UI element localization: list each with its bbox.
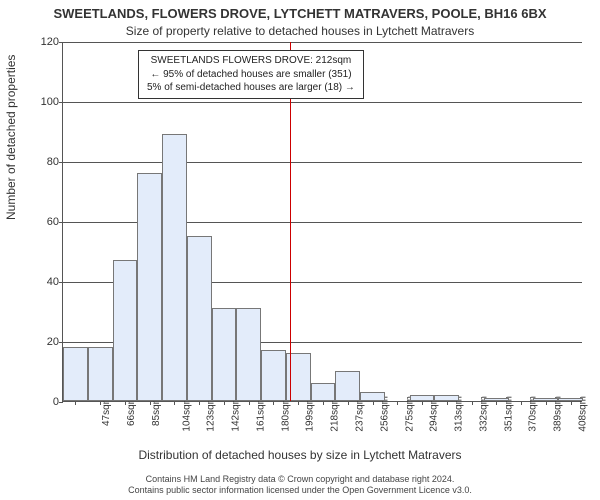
xtick-mark xyxy=(546,401,547,405)
xtick-mark xyxy=(397,401,398,405)
xtick-label: 142sqm xyxy=(231,396,242,432)
histogram-bar xyxy=(311,383,336,401)
xtick-label: 408sqm xyxy=(577,396,588,432)
histogram-bar xyxy=(335,371,360,401)
xtick-mark xyxy=(298,401,299,405)
footer-line1: Contains HM Land Registry data © Crown c… xyxy=(0,474,600,485)
histogram-bar xyxy=(162,134,187,401)
xtick-label: 275sqm xyxy=(404,396,415,432)
xtick-mark xyxy=(150,401,151,405)
histogram-bar xyxy=(212,308,237,401)
annotation-line2: ← 95% of detached houses are smaller (35… xyxy=(147,68,355,82)
ytick-mark xyxy=(59,402,63,403)
xtick-mark xyxy=(447,401,448,405)
ytick-label: 0 xyxy=(33,396,59,408)
xtick-label: 199sqm xyxy=(305,396,316,432)
xtick-label: 161sqm xyxy=(256,396,267,432)
gridline xyxy=(63,102,582,103)
ytick-mark xyxy=(59,162,63,163)
gridline xyxy=(63,42,582,43)
xtick-mark xyxy=(373,401,374,405)
histogram-bar xyxy=(137,173,162,401)
annotation-line3: 5% of semi-detached houses are larger (1… xyxy=(147,81,355,95)
y-axis-label: Number of detached properties xyxy=(4,55,18,220)
histogram-bar xyxy=(113,260,138,401)
xtick-label: 351sqm xyxy=(503,396,514,432)
ytick-mark xyxy=(59,342,63,343)
xtick-label: 123sqm xyxy=(206,396,217,432)
ytick-label: 80 xyxy=(33,156,59,168)
xtick-label: 313sqm xyxy=(454,396,465,432)
xtick-mark xyxy=(125,401,126,405)
xtick-mark xyxy=(174,401,175,405)
gridline xyxy=(63,162,582,163)
xtick-label: 218sqm xyxy=(330,396,341,432)
xtick-label: 389sqm xyxy=(553,396,564,432)
ytick-label: 120 xyxy=(33,36,59,48)
ytick-label: 60 xyxy=(33,216,59,228)
plot-area: 02040608010012047sqm66sqm85sqm104sqm123s… xyxy=(62,42,582,402)
ytick-label: 40 xyxy=(33,276,59,288)
xtick-mark xyxy=(422,401,423,405)
histogram-bar xyxy=(88,347,113,401)
xtick-mark xyxy=(472,401,473,405)
xtick-label: 370sqm xyxy=(528,396,539,432)
ytick-mark xyxy=(59,42,63,43)
chart-title-line1: SWEETLANDS, FLOWERS DROVE, LYTCHETT MATR… xyxy=(0,6,600,21)
xtick-label: 237sqm xyxy=(355,396,366,432)
histogram-bar xyxy=(261,350,286,401)
footer-line2: Contains public sector information licen… xyxy=(0,485,600,496)
x-axis-label: Distribution of detached houses by size … xyxy=(0,448,600,462)
xtick-label: 332sqm xyxy=(478,396,489,432)
chart-title-line2: Size of property relative to detached ho… xyxy=(0,24,600,38)
ytick-mark xyxy=(59,222,63,223)
histogram-bar xyxy=(63,347,88,401)
xtick-mark xyxy=(75,401,76,405)
histogram-bar xyxy=(360,392,385,401)
xtick-label: 256sqm xyxy=(379,396,390,432)
ytick-label: 100 xyxy=(33,96,59,108)
xtick-label: 294sqm xyxy=(429,396,440,432)
xtick-mark xyxy=(199,401,200,405)
annotation-box: SWEETLANDS FLOWERS DROVE: 212sqm← 95% of… xyxy=(138,50,364,99)
histogram-bar xyxy=(187,236,212,401)
xtick-mark xyxy=(323,401,324,405)
histogram-bar xyxy=(236,308,261,401)
ytick-label: 20 xyxy=(33,336,59,348)
xtick-label: 180sqm xyxy=(280,396,291,432)
xtick-mark xyxy=(249,401,250,405)
xtick-mark xyxy=(521,401,522,405)
ytick-mark xyxy=(59,102,63,103)
xtick-mark xyxy=(273,401,274,405)
xtick-mark xyxy=(496,401,497,405)
xtick-mark xyxy=(571,401,572,405)
xtick-label: 104sqm xyxy=(181,396,192,432)
annotation-line1: SWEETLANDS FLOWERS DROVE: 212sqm xyxy=(147,54,355,68)
xtick-mark xyxy=(100,401,101,405)
xtick-mark xyxy=(348,401,349,405)
footer-attribution: Contains HM Land Registry data © Crown c… xyxy=(0,474,600,497)
ytick-mark xyxy=(59,282,63,283)
xtick-mark xyxy=(224,401,225,405)
